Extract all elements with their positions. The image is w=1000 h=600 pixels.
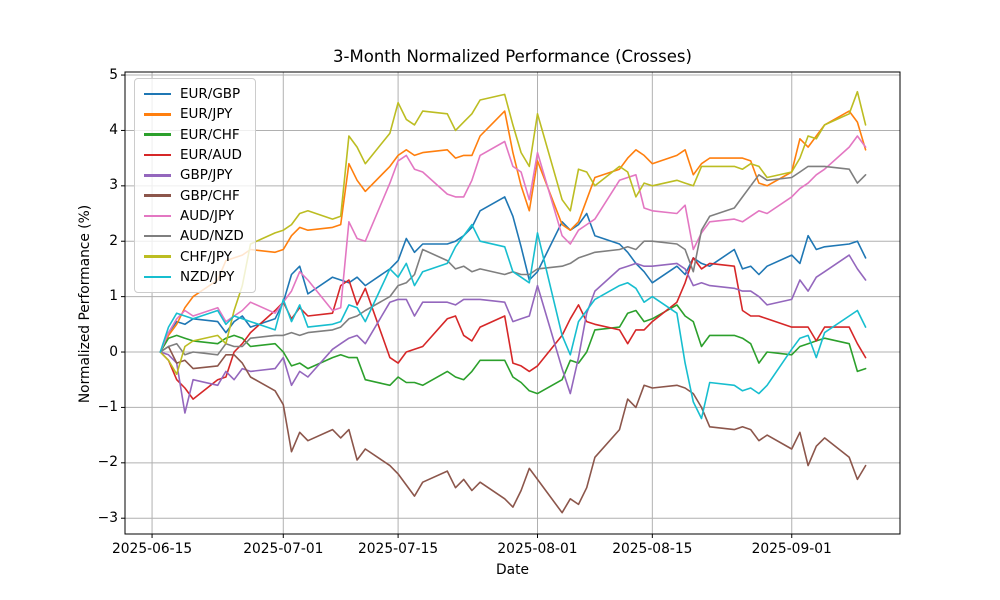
legend-item-chf-jpy: CHF/JPY bbox=[144, 246, 255, 266]
legend-line-swatch bbox=[144, 275, 171, 279]
legend-label: EUR/CHF bbox=[180, 126, 240, 143]
series-line-eur-chf bbox=[159, 304, 867, 395]
y-tick-label: 4 bbox=[109, 121, 118, 138]
legend-label: EUR/JPY bbox=[180, 106, 233, 123]
y-tick-label: 3 bbox=[109, 177, 118, 194]
legend-line-swatch bbox=[144, 194, 171, 197]
y-tick-label: −3 bbox=[97, 509, 118, 526]
y-tick-label: −2 bbox=[97, 454, 118, 471]
legend-item-aud-jpy: AUD/JPY bbox=[144, 206, 255, 226]
legend-label: AUD/JPY bbox=[180, 207, 235, 224]
legend-label: GBP/JPY bbox=[180, 167, 233, 184]
legend-label: AUD/NZD bbox=[180, 228, 244, 245]
legend-line-swatch bbox=[144, 113, 171, 116]
x-tick-label: 2025-08-15 bbox=[612, 541, 693, 557]
legend-label: EUR/GBP bbox=[180, 86, 241, 103]
x-tick-label: 2025-07-15 bbox=[358, 541, 439, 557]
y-tick-label: −1 bbox=[97, 398, 118, 415]
legend-item-aud-nzd: AUD/NZD bbox=[144, 226, 255, 246]
legend-item-eur-aud: EUR/AUD bbox=[144, 145, 255, 165]
legend-item-eur-gbp: EUR/GBP bbox=[144, 84, 255, 104]
series-line-chf-jpy bbox=[159, 90, 867, 376]
legend-line-swatch bbox=[144, 133, 171, 136]
x-tick-label: 2025-09-01 bbox=[751, 541, 832, 557]
series-line-eur-aud bbox=[159, 257, 867, 400]
x-tick-label: 2025-08-01 bbox=[497, 541, 578, 557]
y-axis-label: Normalized Performance (%) bbox=[77, 204, 93, 404]
x-axis-label: Date bbox=[496, 562, 529, 578]
legend-label: GBP/CHF bbox=[180, 187, 240, 204]
series-line-eur-gbp bbox=[159, 196, 867, 353]
series-line-gbp-jpy bbox=[159, 254, 867, 414]
legend-line-swatch bbox=[144, 214, 171, 218]
legend-item-eur-chf: EUR/CHF bbox=[144, 125, 255, 145]
plot-border bbox=[124, 71, 901, 535]
legend-item-eur-jpy: EUR/JPY bbox=[144, 104, 255, 124]
legend-item-nzd-jpy: NZD/JPY bbox=[144, 267, 255, 287]
x-tick-label: 2025-06-15 bbox=[112, 541, 193, 557]
legend-item-gbp-chf: GBP/CHF bbox=[144, 185, 255, 205]
series-line-aud-jpy bbox=[159, 135, 867, 353]
y-tick-label: 2 bbox=[109, 232, 118, 249]
legend-label: NZD/JPY bbox=[180, 268, 235, 285]
series-line-gbp-chf bbox=[159, 345, 867, 514]
legend-line-swatch bbox=[144, 153, 171, 157]
legend-line-swatch bbox=[144, 174, 171, 177]
legend-label: CHF/JPY bbox=[180, 248, 232, 265]
legend-item-gbp-jpy: GBP/JPY bbox=[144, 165, 255, 185]
legend-line-swatch bbox=[144, 255, 171, 258]
series-line-nzd-jpy bbox=[159, 223, 867, 420]
y-tick-label: 1 bbox=[109, 288, 118, 305]
legend: EUR/GBP EUR/JPY EUR/CHF EUR/AUD GBP/JPY GBP/C… bbox=[134, 78, 256, 293]
y-tick-label: 0 bbox=[109, 343, 118, 360]
legend-line-swatch bbox=[144, 92, 171, 96]
legend-label: EUR/AUD bbox=[180, 147, 242, 164]
y-tick-label: 5 bbox=[109, 66, 118, 83]
series-line-eur-jpy bbox=[159, 110, 867, 353]
chart-title: 3-Month Normalized Performance (Crosses) bbox=[333, 47, 692, 66]
x-tick-label: 2025-07-01 bbox=[243, 541, 324, 557]
legend-line-swatch bbox=[144, 234, 171, 238]
